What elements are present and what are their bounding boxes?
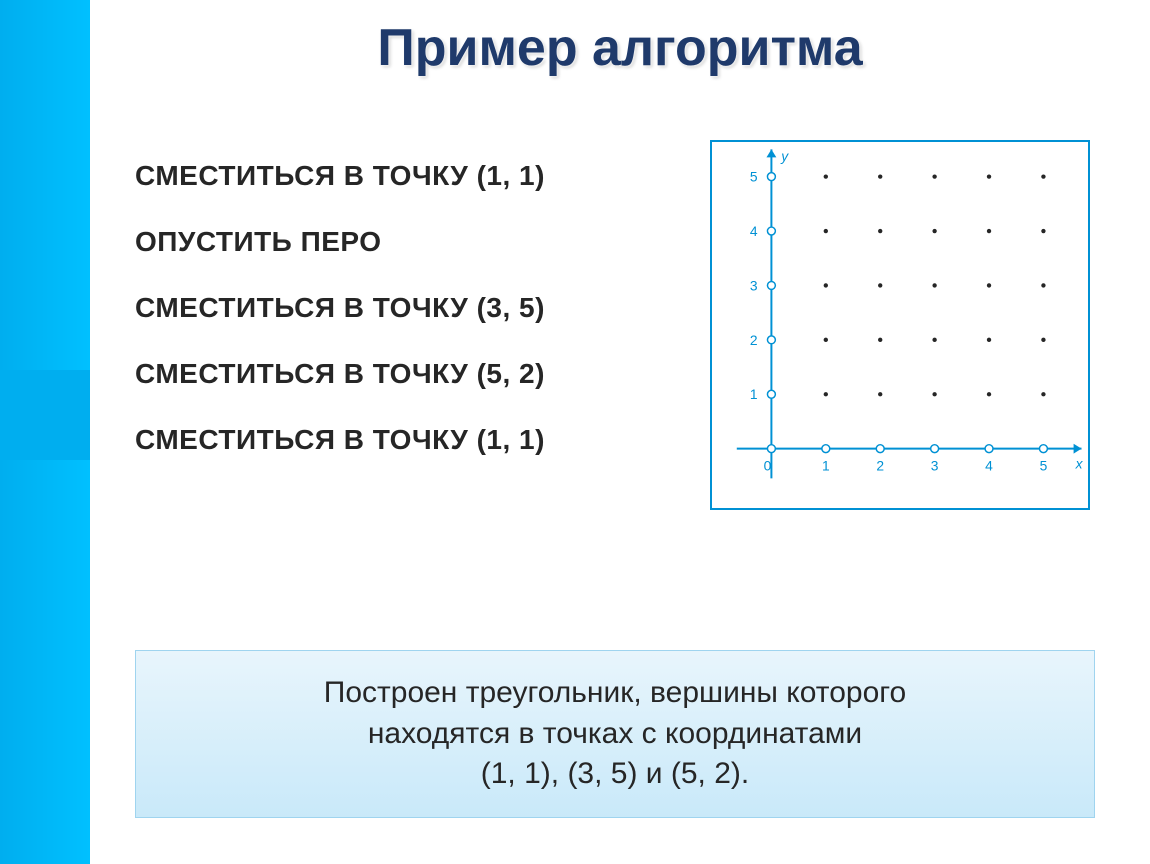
svg-text:4: 4 <box>750 223 758 239</box>
algo-step: СМЕСТИТЬСЯ В ТОЧКУ (5, 2) <box>135 358 655 390</box>
page-title: Пример алгоритма <box>90 18 1150 78</box>
algorithm-list: СМЕСТИТЬСЯ В ТОЧКУ (1, 1) ОПУСТИТЬ ПЕРО … <box>135 160 655 490</box>
algo-step: ОПУСТИТЬ ПЕРО <box>135 226 655 258</box>
svg-text:5: 5 <box>1040 457 1048 473</box>
svg-text:4: 4 <box>985 457 993 473</box>
footer-note: Построен треугольник, вершины которого н… <box>135 650 1095 818</box>
footer-line: (1, 1), (3, 5) и (5, 2). <box>166 754 1064 795</box>
algo-step: СМЕСТИТЬСЯ В ТОЧКУ (1, 1) <box>135 424 655 456</box>
svg-text:0: 0 <box>764 457 772 473</box>
algo-step: СМЕСТИТЬСЯ В ТОЧКУ (1, 1) <box>135 160 655 192</box>
svg-text:3: 3 <box>931 457 939 473</box>
svg-text:2: 2 <box>876 457 884 473</box>
footer-line: Построен треугольник, вершины которого <box>166 673 1064 714</box>
svg-text:2: 2 <box>750 332 758 348</box>
side-strip-square <box>0 370 90 460</box>
svg-text:x: x <box>1075 455 1084 471</box>
svg-text:1: 1 <box>750 386 758 402</box>
coordinate-chart: x y 0 1 2 3 4 5 1 2 3 4 5 <box>710 140 1090 510</box>
svg-text:1: 1 <box>822 457 830 473</box>
chart-svg: x y 0 1 2 3 4 5 1 2 3 4 5 <box>712 142 1088 508</box>
footer-line: находятся в точках с координатами <box>166 714 1064 755</box>
svg-text:3: 3 <box>750 277 758 293</box>
svg-text:y: y <box>780 148 789 164</box>
svg-text:5: 5 <box>750 169 758 185</box>
algo-step: СМЕСТИТЬСЯ В ТОЧКУ (3, 5) <box>135 292 655 324</box>
